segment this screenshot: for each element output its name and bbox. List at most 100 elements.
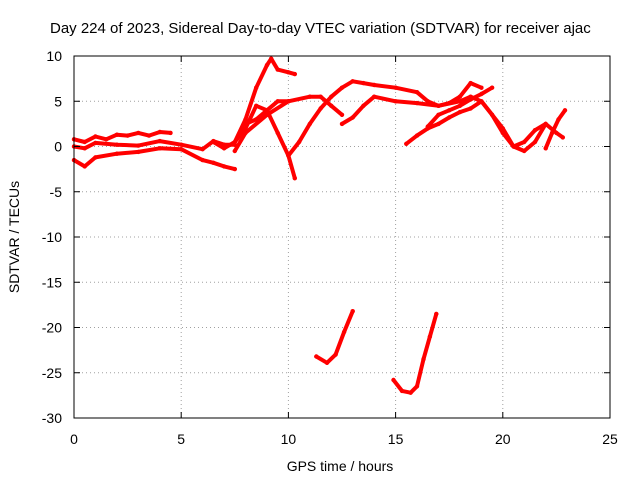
data-point xyxy=(292,71,297,77)
y-tick-label: 0 xyxy=(54,139,62,155)
data-point xyxy=(157,129,162,135)
data-point xyxy=(200,147,205,152)
data-point xyxy=(489,112,495,118)
data-point xyxy=(269,56,274,61)
data-point xyxy=(468,106,473,111)
data-point xyxy=(414,90,420,95)
data-point xyxy=(307,121,312,127)
data-point xyxy=(399,388,405,394)
data-point xyxy=(211,160,216,165)
data-point xyxy=(179,142,184,147)
data-point xyxy=(275,99,280,104)
data-point xyxy=(447,115,452,120)
data-point xyxy=(457,103,463,109)
data-point xyxy=(404,141,409,146)
data-point xyxy=(232,139,237,145)
data-point xyxy=(324,360,330,365)
data-point xyxy=(425,124,430,129)
data-point xyxy=(93,140,98,146)
data-point xyxy=(82,164,87,169)
data-point xyxy=(296,139,302,145)
data-point xyxy=(560,135,565,140)
data-point xyxy=(292,176,297,181)
data-point xyxy=(414,100,420,106)
data-point xyxy=(511,144,516,149)
data-point xyxy=(93,155,98,160)
x-tick-label: 20 xyxy=(495,431,511,447)
data-point xyxy=(329,94,334,99)
data-point xyxy=(93,134,98,139)
data-point xyxy=(500,126,505,131)
data-point xyxy=(543,121,548,127)
data-point xyxy=(318,94,323,99)
data-point xyxy=(286,99,291,104)
data-point xyxy=(221,164,227,169)
data-point xyxy=(457,94,463,99)
data-point xyxy=(275,67,280,72)
data-point xyxy=(136,149,141,155)
data-point xyxy=(114,151,120,156)
series-line-track-i xyxy=(340,94,548,149)
data-point xyxy=(361,80,366,86)
data-point xyxy=(468,80,473,86)
data-point xyxy=(489,85,495,90)
y-tick-label: -5 xyxy=(50,184,63,200)
data-point xyxy=(232,166,237,172)
data-point xyxy=(157,146,162,151)
data-point xyxy=(200,157,205,163)
data-point xyxy=(82,139,87,145)
data-point xyxy=(447,108,452,113)
data-point xyxy=(146,133,152,138)
data-point xyxy=(414,133,420,138)
data-point xyxy=(522,148,527,154)
series-line-track-j xyxy=(404,99,565,153)
data-point xyxy=(82,146,87,151)
data-point xyxy=(254,103,259,109)
y-tick-label: 5 xyxy=(54,93,62,109)
data-point xyxy=(329,103,334,109)
data-point xyxy=(393,85,398,90)
data-point xyxy=(179,147,184,152)
data-point xyxy=(522,139,527,145)
data-point xyxy=(286,153,291,158)
series-line-track-d xyxy=(211,56,297,151)
data-point xyxy=(562,108,568,113)
data-point xyxy=(136,130,141,136)
data-point xyxy=(427,334,433,339)
data-point xyxy=(372,94,377,99)
data-point xyxy=(286,70,291,75)
x-tick-label: 5 xyxy=(177,431,185,447)
data-point xyxy=(333,352,338,357)
data-point xyxy=(554,130,559,136)
data-point xyxy=(243,117,248,122)
series-line-track-f xyxy=(232,94,344,153)
data-point xyxy=(436,121,441,127)
data-point xyxy=(457,99,463,104)
x-tick-label: 15 xyxy=(388,431,404,447)
y-axis-label: SDTVAR / TECUs xyxy=(6,181,22,293)
y-tick-label: 10 xyxy=(46,48,62,64)
data-point xyxy=(264,108,270,113)
data-point xyxy=(307,94,312,99)
data-point xyxy=(361,103,366,109)
y-tick-label: -20 xyxy=(42,320,62,336)
chart-title: Day 224 of 2023, Sidereal Day-to-day VTE… xyxy=(50,20,591,37)
data-point xyxy=(479,99,484,104)
data-point xyxy=(350,79,355,84)
data-point xyxy=(421,357,426,362)
data-series-group xyxy=(71,56,568,395)
data-point xyxy=(254,117,259,122)
data-point xyxy=(532,139,538,145)
data-point xyxy=(393,99,398,104)
y-tick-label: -30 xyxy=(42,410,62,426)
data-point xyxy=(157,138,162,144)
data-point xyxy=(314,354,319,359)
y-tick-label: -25 xyxy=(42,365,62,381)
data-point xyxy=(339,85,345,90)
data-point xyxy=(436,112,441,118)
data-point xyxy=(114,142,120,147)
data-point xyxy=(254,85,259,90)
data-point xyxy=(275,130,280,136)
